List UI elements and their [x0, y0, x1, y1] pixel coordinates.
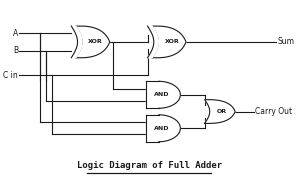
- Text: OR: OR: [216, 109, 226, 114]
- Polygon shape: [205, 100, 235, 124]
- Text: B: B: [13, 46, 18, 55]
- Polygon shape: [76, 26, 110, 58]
- Text: Carry Out: Carry Out: [255, 107, 292, 116]
- Polygon shape: [146, 115, 180, 142]
- Polygon shape: [146, 81, 180, 108]
- Text: AND: AND: [154, 92, 170, 97]
- Polygon shape: [71, 26, 82, 58]
- Text: A: A: [13, 29, 18, 38]
- Text: XOR: XOR: [164, 39, 179, 44]
- Text: AND: AND: [154, 126, 170, 131]
- Text: Logic Diagram of Full Adder: Logic Diagram of Full Adder: [77, 161, 222, 170]
- Polygon shape: [148, 26, 158, 58]
- Text: C in: C in: [3, 71, 18, 80]
- Text: XOR: XOR: [88, 39, 103, 44]
- Text: Sum: Sum: [278, 37, 295, 46]
- Polygon shape: [152, 26, 186, 58]
